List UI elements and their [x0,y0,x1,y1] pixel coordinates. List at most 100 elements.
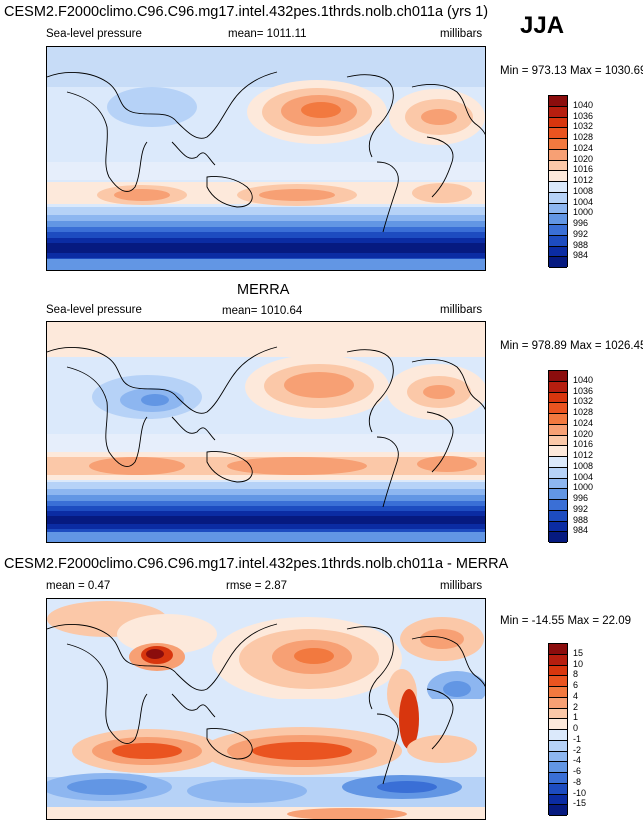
colorbar-tick-label: 1016 [573,439,594,450]
colorbar-swatch [549,510,567,522]
panel1-units-label: millibars [440,28,483,40]
colorbar-swatch [549,203,567,215]
colorbar-swatch [549,644,567,655]
colorbar-swatch [549,719,567,730]
colorbar-swatch [549,117,567,129]
colorbar-swatch [549,467,567,479]
colorbar-swatch [549,192,567,204]
colorbar-tick-label: 1 [573,712,579,723]
colorbar-swatch [549,182,567,193]
colorbar-tick-label: -2 [573,744,582,755]
panel3-title: CESM2.F2000climo.C96.C96.mg17.intel.432p… [4,556,509,572]
panel2-map-canvas [47,322,485,542]
colorbar-swatch [549,762,567,773]
colorbar-tick-label: 1032 [573,121,594,132]
colorbar-swatch [549,435,567,447]
colorbar-swatch [549,676,567,687]
colorbar-swatch [549,478,567,490]
colorbar-swatch [549,794,567,806]
panel2-colorbar [548,370,568,543]
colorbar-tick-label: 988 [573,514,589,525]
colorbar-swatch [549,381,567,393]
colorbar-tick-label: 1000 [573,482,594,493]
panel3-map [46,598,486,820]
colorbar-swatch [549,521,567,533]
season-label: JJA [520,12,565,39]
colorbar-tick-label: 1024 [573,417,594,428]
colorbar-swatch [549,532,567,543]
colorbar-tick-label: 6 [573,680,579,690]
colorbar-tick-label: 992 [573,228,589,239]
colorbar-tick-label: -8 [573,776,582,787]
colorbar-tick-label: 1012 [573,450,594,460]
colorbar-tick-label: 984 [573,525,589,536]
colorbar-tick-label: 996 [573,218,589,228]
colorbar-swatch [549,246,567,258]
colorbar-swatch [549,697,567,709]
panel3-minmax-label: Min = -14.55 Max = 22.09 [500,615,632,627]
colorbar-tick-label: 1028 [573,132,594,142]
colorbar-swatch [549,257,567,268]
colorbar-tick-label: 1016 [573,164,594,175]
colorbar-tick-label: 0 [573,723,579,733]
colorbar-tick-label: 1040 [573,99,594,110]
colorbar-swatch [549,392,567,404]
panel3-map-canvas [47,599,485,819]
colorbar-swatch [549,783,567,795]
colorbar-tick-label: 1028 [573,407,594,417]
colorbar-swatch [549,139,567,150]
colorbar-tick-label: 1020 [573,428,594,439]
panel3-colorbar [548,643,568,816]
panel2-title: MERRA [237,282,290,298]
colorbar-tick-label: 992 [573,503,589,514]
colorbar-tick-label: 10 [573,658,584,669]
colorbar-swatch [549,106,567,118]
colorbar-swatch [549,773,567,784]
colorbar-tick-label: 15 [573,647,584,658]
panel3-mean-label: mean = 0.47 [46,580,111,592]
colorbar-swatch [549,96,567,107]
colorbar-swatch [549,446,567,457]
colorbar-swatch [549,457,567,468]
colorbar-tick-label: 1020 [573,153,594,164]
colorbar-tick-label: 1032 [573,396,594,407]
colorbar-swatch [549,225,567,236]
colorbar-tick-label: 988 [573,239,589,250]
colorbar-tick-label: -10 [573,787,587,798]
colorbar-swatch [549,214,567,225]
colorbar-tick-label: 1036 [573,110,594,121]
colorbar-swatch [549,665,567,677]
panel3-rmse-label: rmse = 2.87 [226,580,288,592]
colorbar-swatch [549,160,567,172]
colorbar-swatch [549,424,567,436]
colorbar-swatch [549,730,567,741]
colorbar-tick-label: 984 [573,250,589,261]
colorbar-tick-label: 996 [573,493,589,503]
colorbar-tick-label: 1008 [573,185,594,196]
colorbar-tick-label: 1012 [573,175,594,185]
colorbar-swatch [549,414,567,425]
colorbar-swatch [549,128,567,139]
colorbar-swatch [549,500,567,511]
colorbar-swatch [549,171,567,182]
colorbar-swatch [549,149,567,161]
colorbar-swatch [549,805,567,816]
panel2-variable-label: Sea-level pressure [46,304,142,316]
panel1-map [46,46,486,271]
colorbar-swatch [549,654,567,666]
panel1-map-canvas [47,47,485,270]
colorbar-swatch [549,751,567,763]
colorbar-tick-label: 8 [573,669,579,680]
colorbar-tick-label: 4 [573,690,579,701]
panel2-units-label: millibars [440,304,483,316]
colorbar-swatch [549,740,567,752]
colorbar-swatch [549,489,567,500]
panel3-units-label: millibars [440,580,483,592]
colorbar-tick-label: 1040 [573,374,594,385]
colorbar-swatch [549,687,567,698]
colorbar-tick-label: 1036 [573,385,594,396]
colorbar-tick-label: -4 [573,755,582,766]
panel1-title: CESM2.F2000climo.C96.C96.mg17.intel.432p… [4,4,489,20]
panel2-mean-label: mean= 1010.64 [222,305,303,317]
colorbar-swatch [549,403,567,414]
